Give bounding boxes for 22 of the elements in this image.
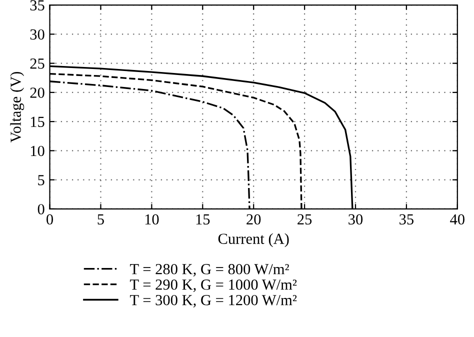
y-tick-label: 0 xyxy=(38,204,44,214)
x-tick-label: 25 xyxy=(298,214,312,225)
y-tick-label: 35 xyxy=(30,0,44,11)
y-tick-label: 10 xyxy=(30,146,44,156)
legend-label: T = 280 K, G = 800 W/m² xyxy=(130,264,289,277)
x-axis-title: Current (A) xyxy=(218,233,289,248)
y-axis-title: Voltage (V) xyxy=(10,72,24,143)
x-tick-label: 20 xyxy=(246,214,261,225)
x-tick-label: 30 xyxy=(348,214,363,225)
x-tick-label: 10 xyxy=(145,214,159,225)
y-tick-label: 5 xyxy=(38,175,44,186)
y-tick-label: 15 xyxy=(30,116,44,128)
y-tick-label: 30 xyxy=(30,29,44,40)
x-tick-label: 35 xyxy=(400,214,414,225)
legend-label: T = 300 K, G = 1200 W/m² xyxy=(130,294,297,308)
x-tick-label: 15 xyxy=(196,214,210,225)
y-tick-label: 20 xyxy=(30,88,44,98)
x-tick-label: 5 xyxy=(98,214,104,225)
x-tick-label: 40 xyxy=(450,214,464,225)
y-tick-label: 25 xyxy=(30,58,44,69)
x-tick-label: 0 xyxy=(46,214,54,225)
legend-label: T = 290 K, G = 1000 W/m² xyxy=(130,279,297,292)
